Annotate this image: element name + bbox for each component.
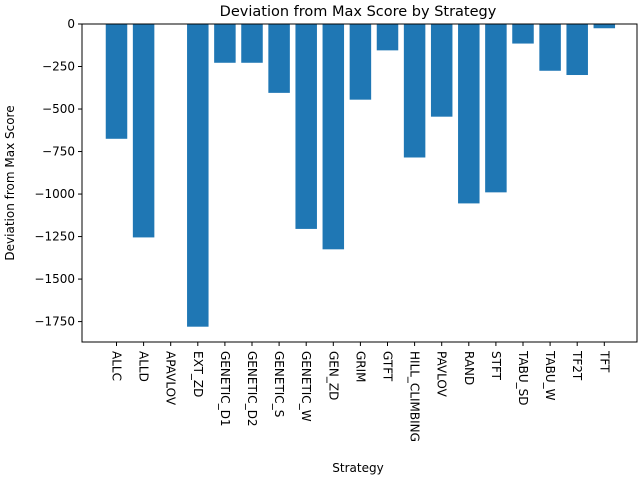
bar-tft <box>593 24 616 29</box>
bar-ext_zd <box>187 24 209 327</box>
x-tick-label: GEN_ZD <box>326 351 340 400</box>
bar-genetic_w <box>295 24 317 229</box>
x-tick-label: TABU_W <box>543 350 557 401</box>
x-tick-label: STFT <box>489 351 503 381</box>
x-tick-label: GTFT <box>381 351 395 382</box>
y-tick-label: −1750 <box>34 315 75 329</box>
bar-alld <box>132 24 155 238</box>
x-tick-label: TF2T <box>570 350 584 381</box>
x-tick-label: TFT <box>597 350 611 373</box>
y-tick-label: −1500 <box>34 272 75 286</box>
x-tick-label: GENETIC_W <box>299 351 313 422</box>
bar-pavlov <box>430 24 453 117</box>
plot-frame <box>81 23 638 343</box>
bar-gtft <box>376 24 399 51</box>
bar-tf2t <box>566 24 588 76</box>
x-tick-label: ALLD <box>137 351 151 382</box>
bar-hill_climbing <box>403 24 426 158</box>
x-tick-label: HILL_CLIMBING <box>408 351 422 442</box>
x-tick-label: GENETIC_D1 <box>218 351 232 427</box>
y-tick-label: −1250 <box>34 230 75 244</box>
bar-stft <box>485 24 507 193</box>
plot-area <box>105 24 616 327</box>
chart-title: Deviation from Max Score by Strategy <box>220 4 497 20</box>
bar-allc <box>105 24 128 139</box>
x-tick-label: APAVLOV <box>164 351 178 406</box>
x-tick-label: ALLC <box>110 351 124 381</box>
x-axis: ALLC ALLD APAVLOV EXT_ZD GENETIC_D1 GENETIC_D… <box>110 342 611 442</box>
x-tick-label: GRIM <box>353 351 367 383</box>
x-tick-label: GENETIC_D2 <box>245 351 259 427</box>
bar-grim <box>349 24 372 100</box>
y-tick-label: 0 <box>67 17 75 31</box>
bar-gen_zd <box>322 24 345 250</box>
bar-genetic_d1 <box>214 24 236 63</box>
y-tick-label: −500 <box>42 102 75 116</box>
x-axis-label: Strategy <box>332 461 383 475</box>
x-tick-label: TABU_SD <box>516 350 530 405</box>
bar-genetic_s <box>268 24 290 93</box>
x-tick-label: RAND <box>462 351 476 385</box>
x-tick-label: PAVLOV <box>435 351 449 398</box>
bar-rand <box>458 24 480 204</box>
bar-genetic_d2 <box>241 24 263 63</box>
y-tick-label: −750 <box>42 145 75 159</box>
y-tick-label: −250 <box>42 60 75 74</box>
y-axis: 0 −250 −500 −750 −1000 −1250 −1500 −1750 <box>34 17 82 329</box>
x-tick-label: GENETIC_S <box>272 351 286 417</box>
y-axis-label: Deviation from Max Score <box>3 105 17 260</box>
bar-tabu_sd <box>512 24 534 44</box>
y-tick-label: −1000 <box>34 187 75 201</box>
x-tick-label: EXT_ZD <box>191 351 205 397</box>
bar-tabu_w <box>539 24 561 71</box>
